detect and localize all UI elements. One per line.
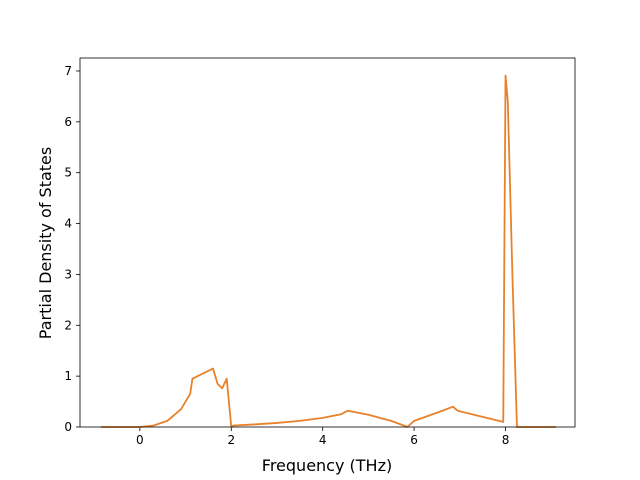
y-tick-label: 5 xyxy=(64,166,72,180)
y-tick-label: 6 xyxy=(64,115,72,129)
y-tick-label: 1 xyxy=(64,369,72,383)
x-tick-label: 6 xyxy=(410,433,418,447)
y-tick-label: 0 xyxy=(64,420,72,434)
data-line xyxy=(101,74,556,428)
x-tick-label: 8 xyxy=(502,433,510,447)
x-tick-label: 4 xyxy=(319,433,327,447)
x-tick-label: 0 xyxy=(136,433,144,447)
y-axis-label: Partial Density of States xyxy=(36,147,55,339)
plot-frame xyxy=(79,57,576,428)
x-tick-label: 2 xyxy=(227,433,235,447)
y-tick-label: 3 xyxy=(64,267,72,281)
x-axis-label: Frequency (THz) xyxy=(262,456,392,475)
y-tick-label: 7 xyxy=(64,64,72,78)
y-tick-label: 4 xyxy=(64,217,72,231)
y-tick-label: 2 xyxy=(64,318,72,332)
